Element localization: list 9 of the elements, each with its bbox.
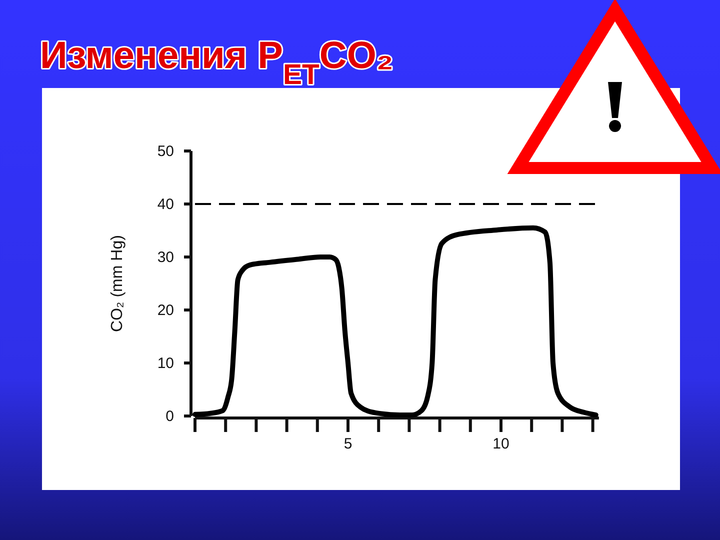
y-tick-label: 30	[157, 248, 174, 266]
y-tick-label: 50	[157, 142, 174, 160]
x-tick-label: 5	[344, 436, 352, 453]
chart-title: Изменения P$_{ET}$CO₂	[40, 35, 394, 91]
y-tick-label: 10	[157, 354, 174, 372]
y-tick-label: 40	[157, 196, 174, 213]
y-axis-title: CO₂ (mm Hg)	[109, 235, 126, 332]
y-tick-label: 0	[166, 408, 174, 425]
y-tick-label: 20	[157, 302, 174, 319]
